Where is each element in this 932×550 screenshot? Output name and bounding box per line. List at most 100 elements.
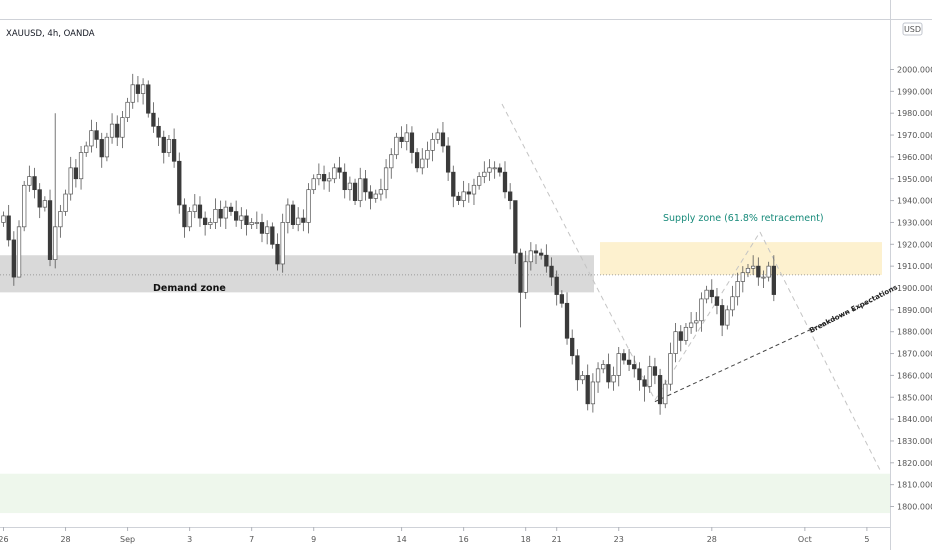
candle — [296, 207, 301, 232]
currency-badge[interactable] — [902, 22, 923, 36]
candle — [414, 148, 420, 173]
x-tick-label: 14 — [396, 535, 406, 544]
candle — [771, 255, 776, 302]
candle — [177, 152, 182, 214]
y-tick-label: 1800.000 — [897, 503, 932, 512]
candle — [378, 178, 384, 201]
x-tick-label: 18 — [521, 535, 531, 544]
candle — [399, 126, 404, 149]
candle — [533, 244, 539, 264]
candle — [99, 132, 104, 168]
candle — [513, 200, 518, 264]
candle — [409, 126, 415, 164]
candle — [440, 121, 446, 153]
candle — [492, 161, 497, 179]
y-tick-label: 1850.000 — [897, 393, 932, 402]
y-tick-label: 1930.000 — [897, 218, 932, 227]
supply-zone-rect — [600, 242, 882, 275]
price-axis[interactable]: 1800.000 1810.000 1820.000 1830.000 1840.000… — [890, 66, 932, 512]
zones-layer — [0, 242, 890, 514]
candle — [606, 353, 611, 389]
candle — [311, 174, 316, 195]
candle — [688, 312, 694, 334]
y-tick-label: 1980.000 — [897, 109, 932, 118]
candle — [316, 163, 322, 186]
candle — [37, 183, 42, 219]
y-tick-label: 1950.000 — [897, 175, 932, 184]
x-tick-label: 3 — [187, 535, 192, 544]
candle — [197, 196, 203, 227]
candle — [11, 231, 16, 286]
candle — [637, 362, 642, 391]
candle — [347, 176, 353, 201]
candle — [487, 159, 492, 181]
candle — [249, 218, 254, 230]
x-tick-label: 23 — [614, 535, 624, 544]
candle — [389, 148, 394, 179]
candle — [461, 180, 466, 208]
candle — [234, 200, 239, 227]
candle — [68, 156, 73, 201]
candle — [585, 364, 590, 411]
candle — [549, 257, 554, 286]
candle — [135, 76, 141, 103]
candle — [528, 242, 533, 271]
candle — [1, 211, 6, 227]
candle — [502, 161, 508, 199]
y-tick-label: 1860.000 — [897, 371, 932, 380]
candle — [570, 329, 575, 365]
candle — [704, 285, 709, 304]
candle — [590, 373, 596, 413]
candle — [161, 130, 166, 164]
candle — [259, 213, 265, 243]
candle — [202, 211, 208, 236]
candle — [554, 270, 559, 306]
candle — [575, 349, 580, 391]
candle — [730, 285, 735, 317]
candle — [32, 167, 37, 199]
candle — [559, 290, 565, 308]
y-tick-label: 1970.000 — [897, 131, 932, 140]
candle — [564, 292, 570, 345]
candle — [383, 159, 389, 199]
candle — [104, 132, 110, 162]
candle — [714, 288, 720, 315]
time-axis[interactable]: 26 28 Sep 3 7 9 14 16 18 21 23 28 Oct 5 — [0, 527, 869, 544]
candle — [171, 128, 177, 168]
y-tick-label: 1890.000 — [897, 306, 932, 315]
candle — [621, 349, 627, 365]
x-tick-label: 5 — [864, 535, 869, 544]
x-tick-label: Oct — [798, 535, 812, 544]
candle — [539, 248, 544, 260]
candle — [290, 200, 296, 230]
candle — [151, 102, 156, 133]
candle — [425, 141, 430, 168]
candle — [337, 156, 342, 179]
candle — [523, 250, 528, 299]
candle — [213, 198, 218, 230]
candle — [58, 204, 63, 238]
candle — [244, 209, 249, 236]
candle — [642, 375, 647, 402]
symbol-label: XAUUSD, 4h, OANDA — [6, 29, 95, 39]
y-tick-label: 1920.000 — [897, 240, 932, 249]
candle — [471, 178, 477, 205]
candle — [616, 346, 621, 387]
y-tick-label: 1840.000 — [897, 415, 932, 424]
candle — [709, 279, 714, 304]
candle — [745, 263, 751, 278]
candle — [451, 165, 456, 208]
candle — [280, 213, 285, 273]
candle — [657, 368, 663, 415]
candle — [265, 220, 270, 245]
fib-guide-line-2 — [654, 231, 761, 401]
candle — [22, 180, 27, 232]
candle — [508, 183, 513, 210]
guide-lines-layer — [0, 103, 882, 471]
y-tick-label: 1940.000 — [897, 197, 932, 206]
y-tick-label: 1820.000 — [897, 459, 932, 468]
y-tick-label: 1830.000 — [897, 437, 932, 446]
candle — [192, 194, 197, 219]
candle — [694, 312, 699, 332]
